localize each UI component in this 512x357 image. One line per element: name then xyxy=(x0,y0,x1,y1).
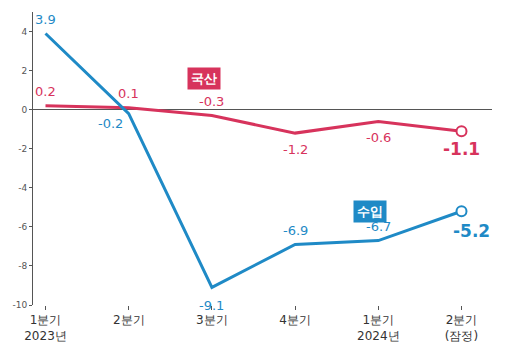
svg-text:3분기: 3분기 xyxy=(196,313,228,327)
svg-text:1분기2024년: 1분기2024년 xyxy=(357,313,400,343)
svg-text:2분기: 2분기 xyxy=(113,313,145,327)
svg-text:-4: -4 xyxy=(18,183,27,193)
svg-text:국산: 국산 xyxy=(191,71,217,86)
svg-text:2분기(잠정): 2분기(잠정) xyxy=(445,313,478,343)
svg-text:1분기2023년: 1분기2023년 xyxy=(24,313,67,343)
svg-text:0.1: 0.1 xyxy=(118,86,139,101)
svg-text:-6.7: -6.7 xyxy=(366,219,391,234)
svg-text:-0.3: -0.3 xyxy=(199,94,224,109)
svg-text:-1.2: -1.2 xyxy=(283,142,308,157)
svg-text:-2: -2 xyxy=(18,144,27,154)
svg-text:4: 4 xyxy=(21,27,27,37)
svg-text:-5.2: -5.2 xyxy=(453,221,490,241)
svg-text:3.9: 3.9 xyxy=(35,12,56,27)
svg-text:-10: -10 xyxy=(12,300,27,310)
svg-text:0: 0 xyxy=(21,105,27,115)
svg-text:-0.2: -0.2 xyxy=(98,116,123,131)
svg-text:2: 2 xyxy=(21,66,27,76)
svg-text:4분기: 4분기 xyxy=(279,313,311,327)
svg-text:0.2: 0.2 xyxy=(35,84,56,99)
svg-text:-6.9: -6.9 xyxy=(283,223,308,238)
svg-text:-6: -6 xyxy=(18,222,27,232)
svg-text:수입: 수입 xyxy=(357,204,383,219)
svg-text:-0.6: -0.6 xyxy=(366,130,391,145)
svg-text:-9.1: -9.1 xyxy=(199,298,224,313)
svg-text:-1.1: -1.1 xyxy=(443,139,480,159)
svg-text:-8: -8 xyxy=(18,261,27,271)
